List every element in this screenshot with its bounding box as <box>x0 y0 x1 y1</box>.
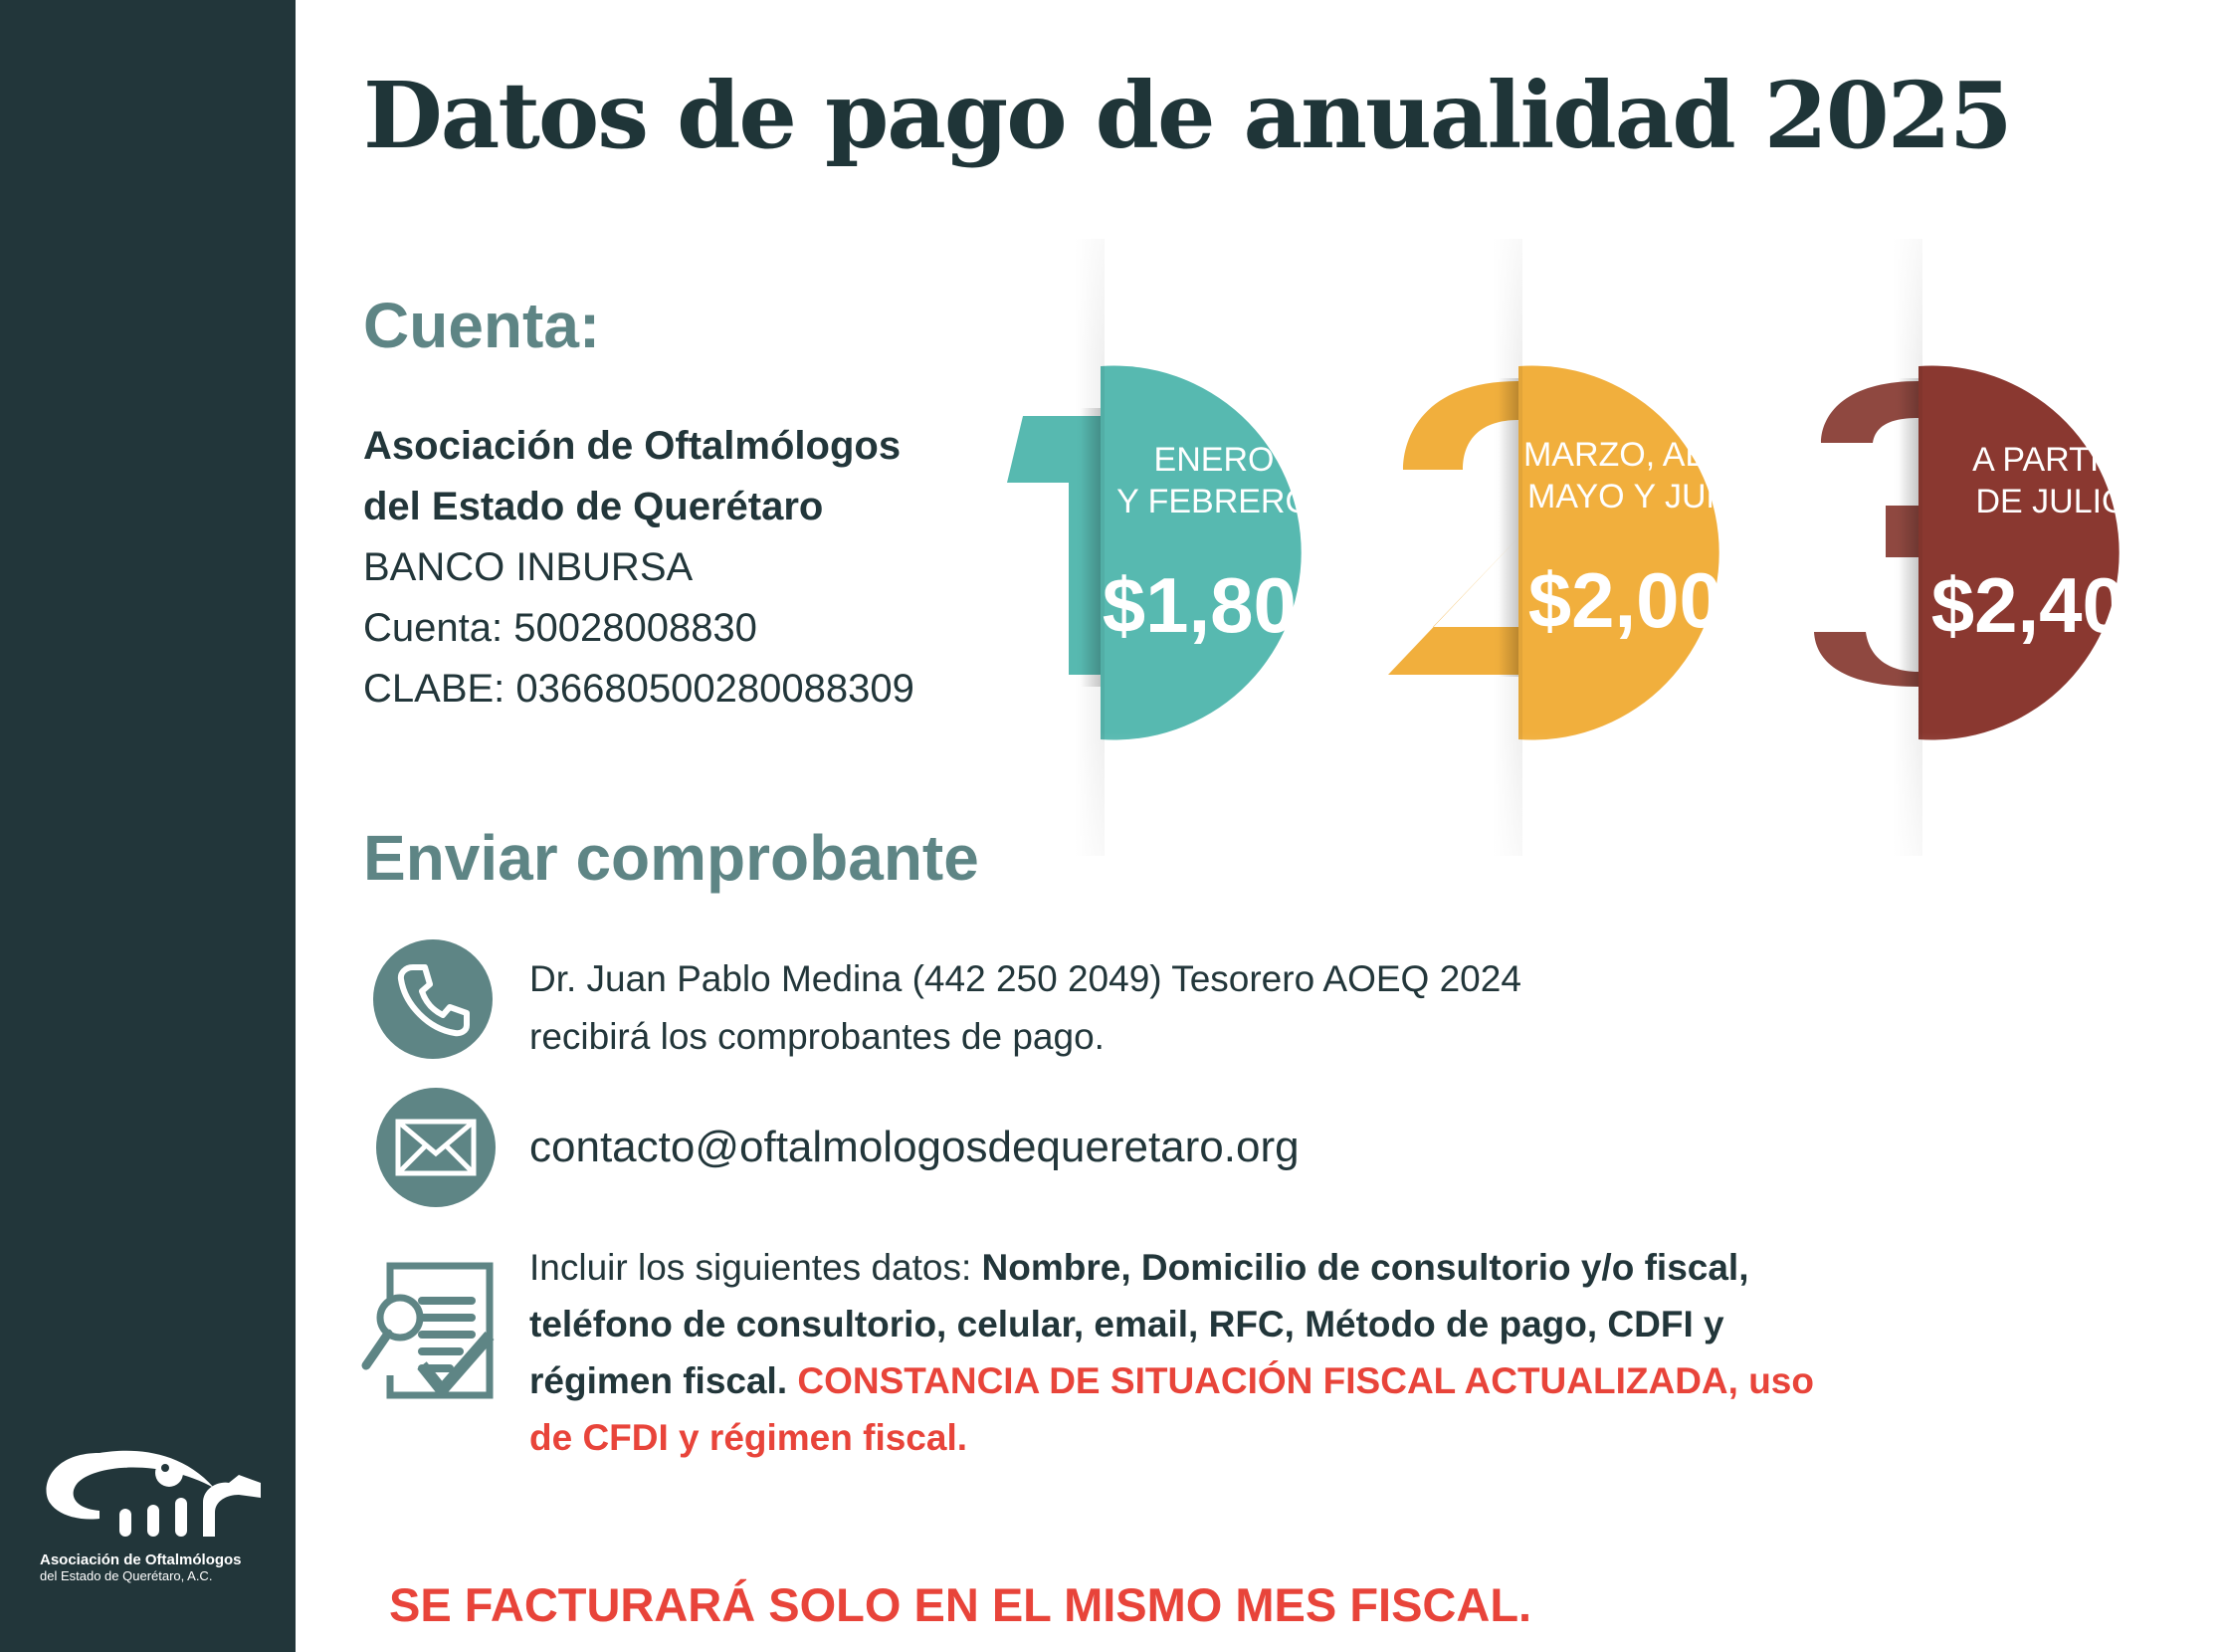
account-number: 50028008830 <box>513 606 757 650</box>
send-receipt-heading: Enviar comprobante <box>363 822 979 894</box>
document-checklist-icon <box>361 1262 495 1399</box>
account-details: Asociación de Oftalmólogos del Estado de… <box>363 416 914 720</box>
tier-2-period-line1: MARZO, ABRIL <box>1523 436 1760 474</box>
tier-3-period-line2: DE JULIO <box>1975 483 2127 520</box>
req-fields: Nombre, Domicilio de consultorio y/o fis… <box>529 1247 1749 1401</box>
req-fiscal-warning: CONSTANCIA DE SITUACIÓN FISCAL ACTUALIZA… <box>529 1360 1814 1458</box>
tier-1-period-line1: ENERO <box>1154 441 1275 479</box>
phone-contact-line1: Dr. Juan Pablo Medina (442 250 2049) Tes… <box>529 958 1521 999</box>
logo-name-line1: Asociación de Oftalmólogos <box>40 1551 242 1568</box>
bank-name: BANCO INBURSA <box>363 545 694 589</box>
clabe-number: 036680500280088309 <box>515 667 914 711</box>
sidebar: Asociación de Oftalmólogos del Estado de… <box>0 0 296 1652</box>
phone-icon <box>373 939 493 1059</box>
required-data-instructions: Incluir los siguientes datos: Nombre, Do… <box>529 1239 1853 1466</box>
account-number-label: Cuenta: <box>363 606 514 650</box>
account-heading: Cuenta: <box>363 290 601 361</box>
mail-icon <box>376 1088 496 1207</box>
req-intro: Incluir los siguientes datos: <box>529 1247 982 1288</box>
account-holder-line2: del Estado de Querétaro <box>363 485 824 528</box>
tier-1-period-line2: Y FEBRERO <box>1116 483 1311 520</box>
phone-contact-text: Dr. Juan Pablo Medina (442 250 2049) Tes… <box>529 950 1521 1066</box>
clabe-label: CLABE: <box>363 667 516 711</box>
pricing-graphic: ENERO Y FEBRERO $1,800 MARZO, ABRIL MAYO… <box>985 239 2219 856</box>
tier-2-period-line2: MAYO Y JUNIO <box>1527 478 1766 516</box>
logo-mark-icon <box>46 1450 261 1537</box>
tier-3-price: $2,400 <box>1931 561 2169 649</box>
tier-3-period-line1: A PARTIR <box>1972 441 2123 479</box>
tier-2-price: $2,000 <box>1528 556 1766 644</box>
contact-email[interactable]: contacto@oftalmologosdequeretaro.org <box>529 1123 1300 1171</box>
billing-notice: SE FACTURARÁ SOLO EN EL MISMO MES FISCAL… <box>389 1578 1532 1631</box>
association-logo: Asociación de Oftalmólogos del Estado de… <box>40 1443 269 1583</box>
page-title: Datos de pago de anualidad 2025 <box>363 62 2013 169</box>
logo-name-line2: del Estado de Querétaro, A.C. <box>40 1568 213 1583</box>
tier-1-price: $1,800 <box>1103 561 1340 649</box>
phone-contact-line2: recibirá los comprobantes de pago. <box>529 1016 1105 1057</box>
account-holder-line1: Asociación de Oftalmólogos <box>363 424 902 468</box>
